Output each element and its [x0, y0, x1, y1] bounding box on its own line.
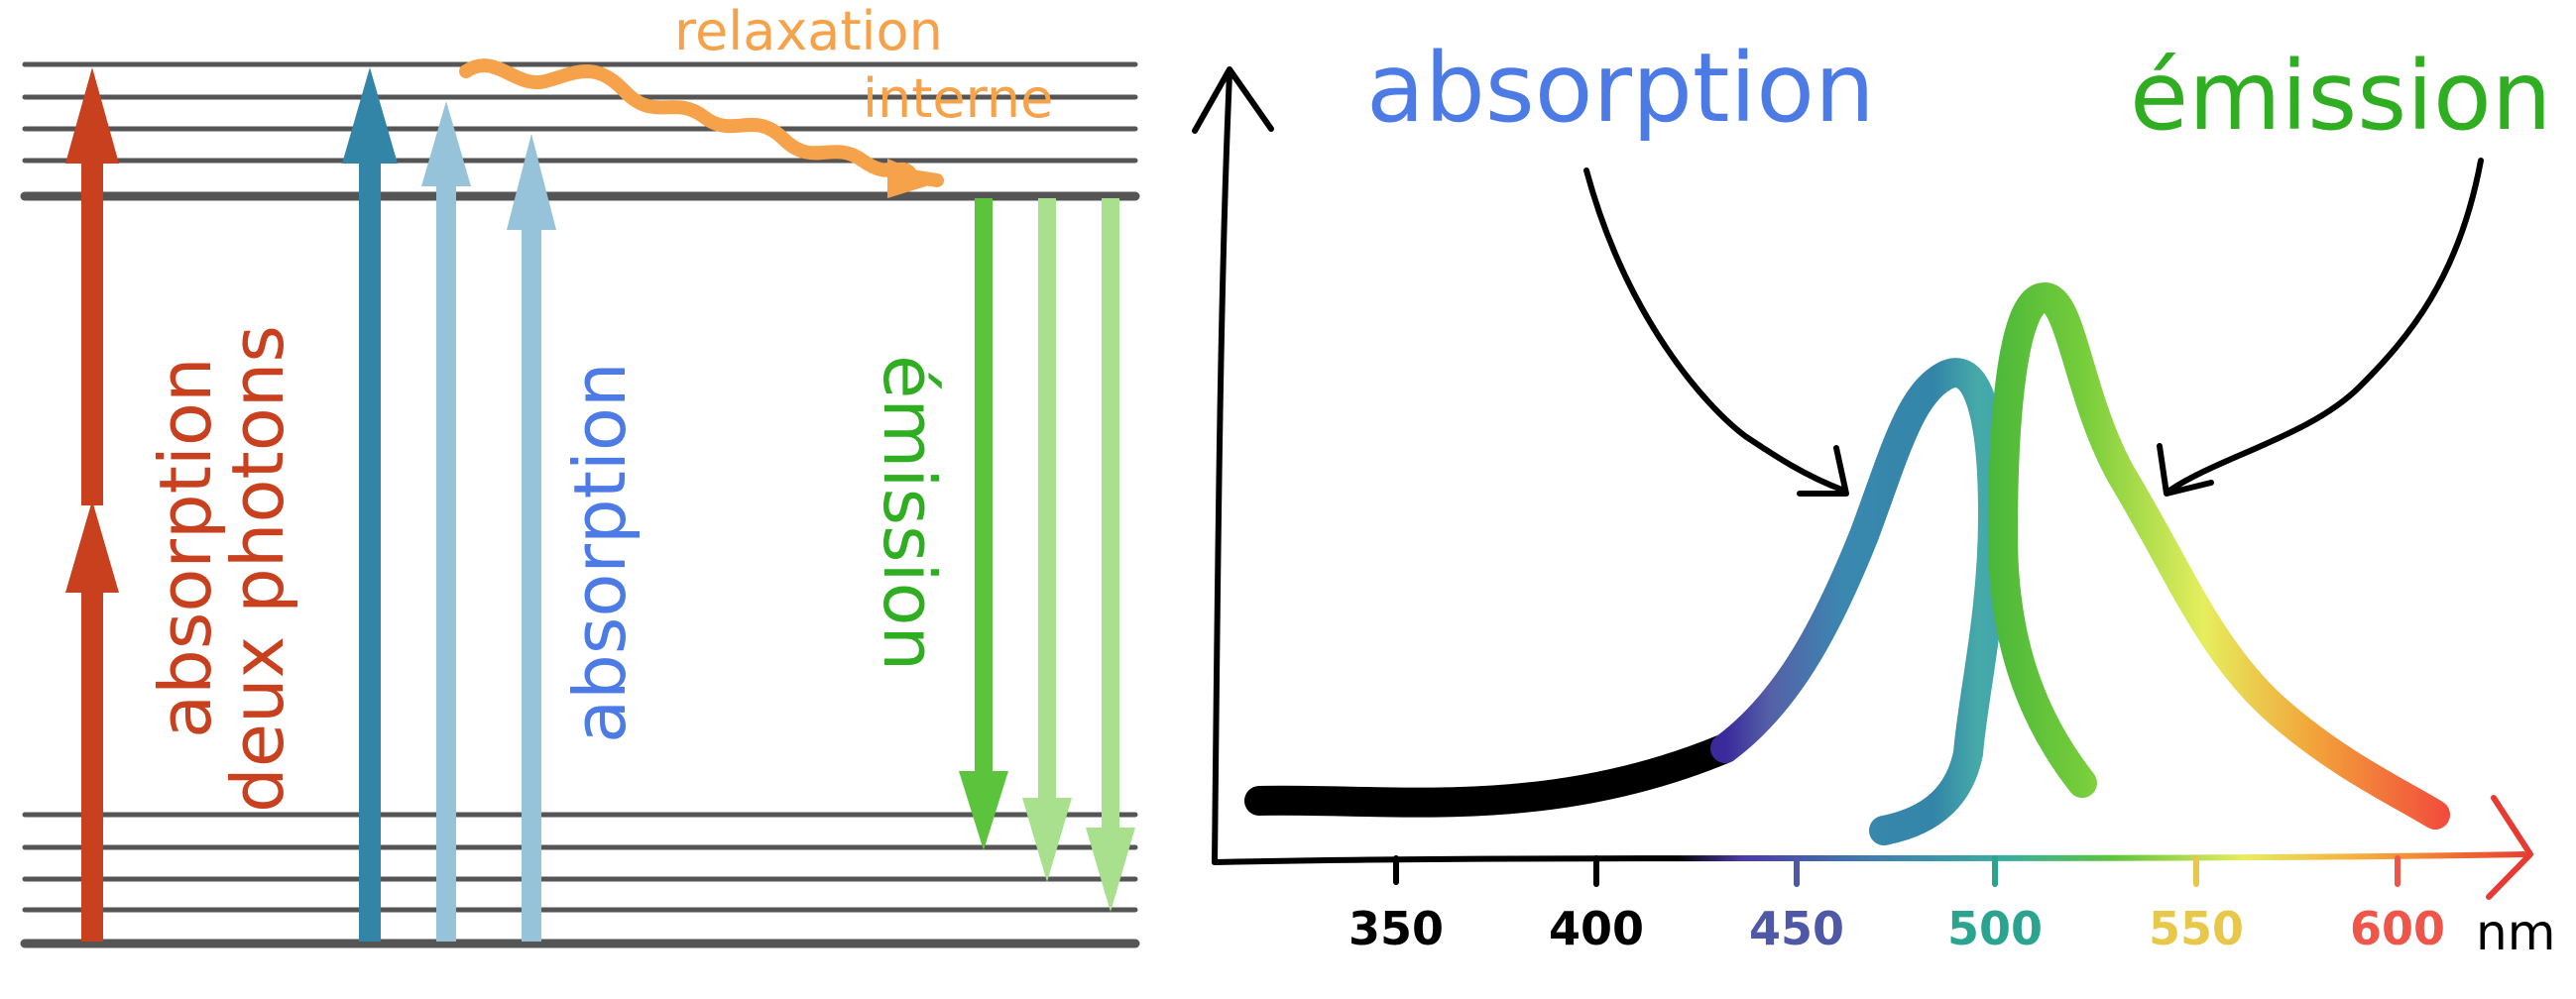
x-axis	[1212, 795, 2533, 900]
jablonski-diagram: relaxation interne absorption deux photo…	[20, 0, 1140, 948]
spectrum-plot: 350 400 450 500 550 600 nm absorption émissio…	[1192, 33, 2555, 961]
emission-spectrum-label: émission	[2130, 41, 2552, 152]
tick-label-600: 600	[2350, 902, 2445, 955]
two-photon-label-line1: absorption	[144, 357, 227, 738]
emission-arrow-light-2	[1086, 198, 1135, 912]
absorption-arrow-light-1	[421, 101, 471, 942]
tick-label-450: 450	[1749, 902, 1844, 955]
emission-curve	[1987, 281, 2450, 830]
y-axis	[1192, 66, 1274, 865]
x-ticks	[1393, 855, 2400, 887]
relaxation-label: relaxation	[674, 0, 943, 62]
absorption-curve-baseline	[1244, 733, 1740, 818]
tick-label-500: 500	[1947, 902, 2043, 955]
emission-pointer-arrow	[2157, 158, 2484, 497]
tick-label-550: 550	[2149, 902, 2244, 955]
x-axis-unit: nm	[2476, 904, 2555, 961]
absorption-vertical-label: absorption	[558, 362, 642, 743]
emission-vertical-label: émission	[868, 355, 951, 671]
internal-label: interne	[863, 67, 1053, 130]
two-photon-label-line2: deux photons	[216, 325, 299, 813]
internal-relaxation-arrow	[459, 58, 944, 198]
absorption-curve	[1710, 358, 2009, 845]
tick-label-350: 350	[1348, 902, 1444, 955]
absorption-arrow-main	[342, 67, 398, 942]
absorption-arrow-light-2	[507, 134, 556, 942]
excited-state-levels	[20, 61, 1140, 201]
absorption-pointer-arrow	[1583, 167, 1849, 497]
two-photon-arrow-lower	[65, 500, 119, 942]
emission-arrow-light-1	[1022, 198, 1072, 882]
x-tick-labels: 350 400 450 500 550 600	[1348, 902, 2445, 955]
absorption-spectrum-label: absorption	[1366, 33, 1875, 144]
ground-state-levels	[20, 812, 1140, 948]
emission-arrow-main	[959, 198, 1008, 850]
two-photon-label: absorption deux photons	[144, 325, 299, 813]
tick-label-400: 400	[1549, 902, 1644, 955]
two-photon-arrow-upper	[65, 67, 119, 505]
